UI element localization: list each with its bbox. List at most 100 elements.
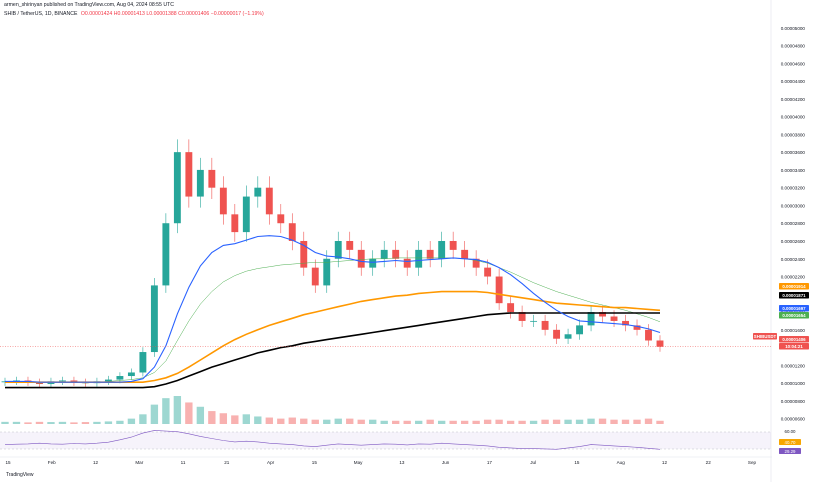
- price-tick-label: 0.00000800: [781, 399, 806, 404]
- candle-body: [59, 380, 66, 382]
- time-tick-label: Jul: [530, 460, 536, 465]
- volume-bar: [231, 415, 239, 424]
- candle-body: [277, 214, 285, 224]
- volume-bar: [518, 420, 526, 424]
- time-tick-label: Apr: [267, 460, 275, 465]
- volume-bar: [460, 420, 469, 424]
- time-tick-label: Mar: [135, 460, 143, 465]
- volume-bar: [483, 419, 492, 424]
- price-tick-label: 0.00001000: [781, 381, 806, 386]
- volume-bar: [150, 404, 159, 424]
- price-badge: [779, 343, 809, 350]
- volume-bar: [529, 420, 538, 424]
- candle-body: [610, 316, 618, 321]
- volume-bar: [575, 419, 584, 424]
- volume-bar: [311, 419, 319, 424]
- volume-bar: [1, 421, 9, 424]
- symbol-line[interactable]: SHIB / TetherUS, 1D, BINANCE: [4, 11, 78, 17]
- price-tick-label: 0.00003600: [781, 150, 806, 155]
- price-tick-label: 0.00005000: [781, 26, 806, 31]
- candle-body: [472, 258, 480, 268]
- volume-bar: [70, 422, 78, 424]
- volume-bar: [323, 419, 331, 424]
- volume-bar: [185, 402, 193, 424]
- candle-body: [587, 312, 595, 326]
- volume-bar: [58, 421, 67, 424]
- candle-body: [185, 152, 193, 197]
- volume-bar: [403, 420, 411, 424]
- price-tick-label: 0.00004600: [781, 61, 806, 66]
- candle-body: [265, 187, 273, 215]
- volume-bar: [116, 420, 124, 424]
- candle-body: [70, 380, 78, 383]
- price-tick-label: 0.00003800: [781, 132, 806, 137]
- ma-blue-line: [5, 235, 661, 383]
- volume-bar: [392, 420, 400, 424]
- volume-bar: [277, 418, 285, 424]
- candle-body: [484, 267, 492, 277]
- price-badge-label: 0.00001654: [782, 313, 806, 318]
- volume-bar: [93, 421, 101, 424]
- volume-bar: [139, 414, 147, 424]
- volume-bar: [196, 406, 205, 424]
- volume-bar: [369, 419, 377, 424]
- time-tick-label: Jun: [442, 460, 450, 465]
- volume-bar: [173, 396, 182, 424]
- ohlc-values: O0.00001424 H0.00001413 L0.00001388 C0.0…: [80, 11, 264, 17]
- candle-body: [150, 285, 158, 353]
- candle-body: [553, 329, 561, 339]
- volume-bar: [219, 413, 228, 424]
- volume-bar: [35, 421, 44, 424]
- candle-body: [127, 372, 135, 377]
- time-tick-label: 11: [181, 460, 186, 465]
- candle-body: [392, 249, 400, 259]
- volume-bar: [208, 411, 216, 424]
- time-tick-label: May: [354, 460, 363, 465]
- time-tick-label: 12: [93, 460, 99, 465]
- volume-bar: [541, 419, 549, 424]
- candle-body: [369, 258, 377, 268]
- volume-bar: [610, 419, 618, 424]
- candle-body: [507, 303, 515, 313]
- price-tick-label: 0.00004200: [781, 97, 806, 102]
- candle-body: [219, 187, 227, 215]
- candle-body: [254, 187, 262, 197]
- volume-bar: [587, 418, 595, 424]
- volume-bar: [265, 417, 273, 424]
- candle-body: [530, 320, 538, 322]
- rsi-label: 29.29: [785, 449, 797, 454]
- ma-orange-line: [5, 290, 661, 384]
- time-tick-label: 13: [399, 460, 405, 465]
- candle-body: [599, 312, 606, 317]
- price-tick-label: 0.00001200: [781, 363, 806, 368]
- volume-bar: [495, 419, 503, 424]
- price-badge: [779, 305, 809, 312]
- candle-body: [633, 325, 641, 330]
- volume-bar: [346, 418, 354, 424]
- price-badge: [779, 312, 809, 319]
- candle-body: [116, 376, 124, 380]
- tradingview-logo[interactable]: TradingView: [6, 472, 34, 478]
- candle-body: [231, 214, 239, 233]
- candle-body: [300, 240, 308, 268]
- volume-bar: [104, 421, 113, 424]
- candle-body: [334, 240, 342, 259]
- price-badge: [779, 292, 809, 299]
- volume-bar: [506, 420, 515, 424]
- price-tick-label: 0.00004800: [781, 44, 806, 49]
- publisher-line: armen_shirinyan published on TradingView…: [4, 2, 175, 8]
- volume-bar: [127, 418, 136, 424]
- volume-bar: [47, 422, 55, 424]
- candle-body: [311, 267, 319, 286]
- price-tick-label: 0.00002200: [781, 275, 806, 280]
- volume-bar: [357, 419, 365, 424]
- volume-bar: [162, 398, 170, 424]
- candle-body: [208, 169, 216, 188]
- volume-bar: [598, 418, 607, 424]
- candle-body: [518, 312, 526, 321]
- volume-bar: [81, 422, 90, 424]
- candle-body: [346, 240, 354, 250]
- time-tick-label: 17: [487, 460, 493, 465]
